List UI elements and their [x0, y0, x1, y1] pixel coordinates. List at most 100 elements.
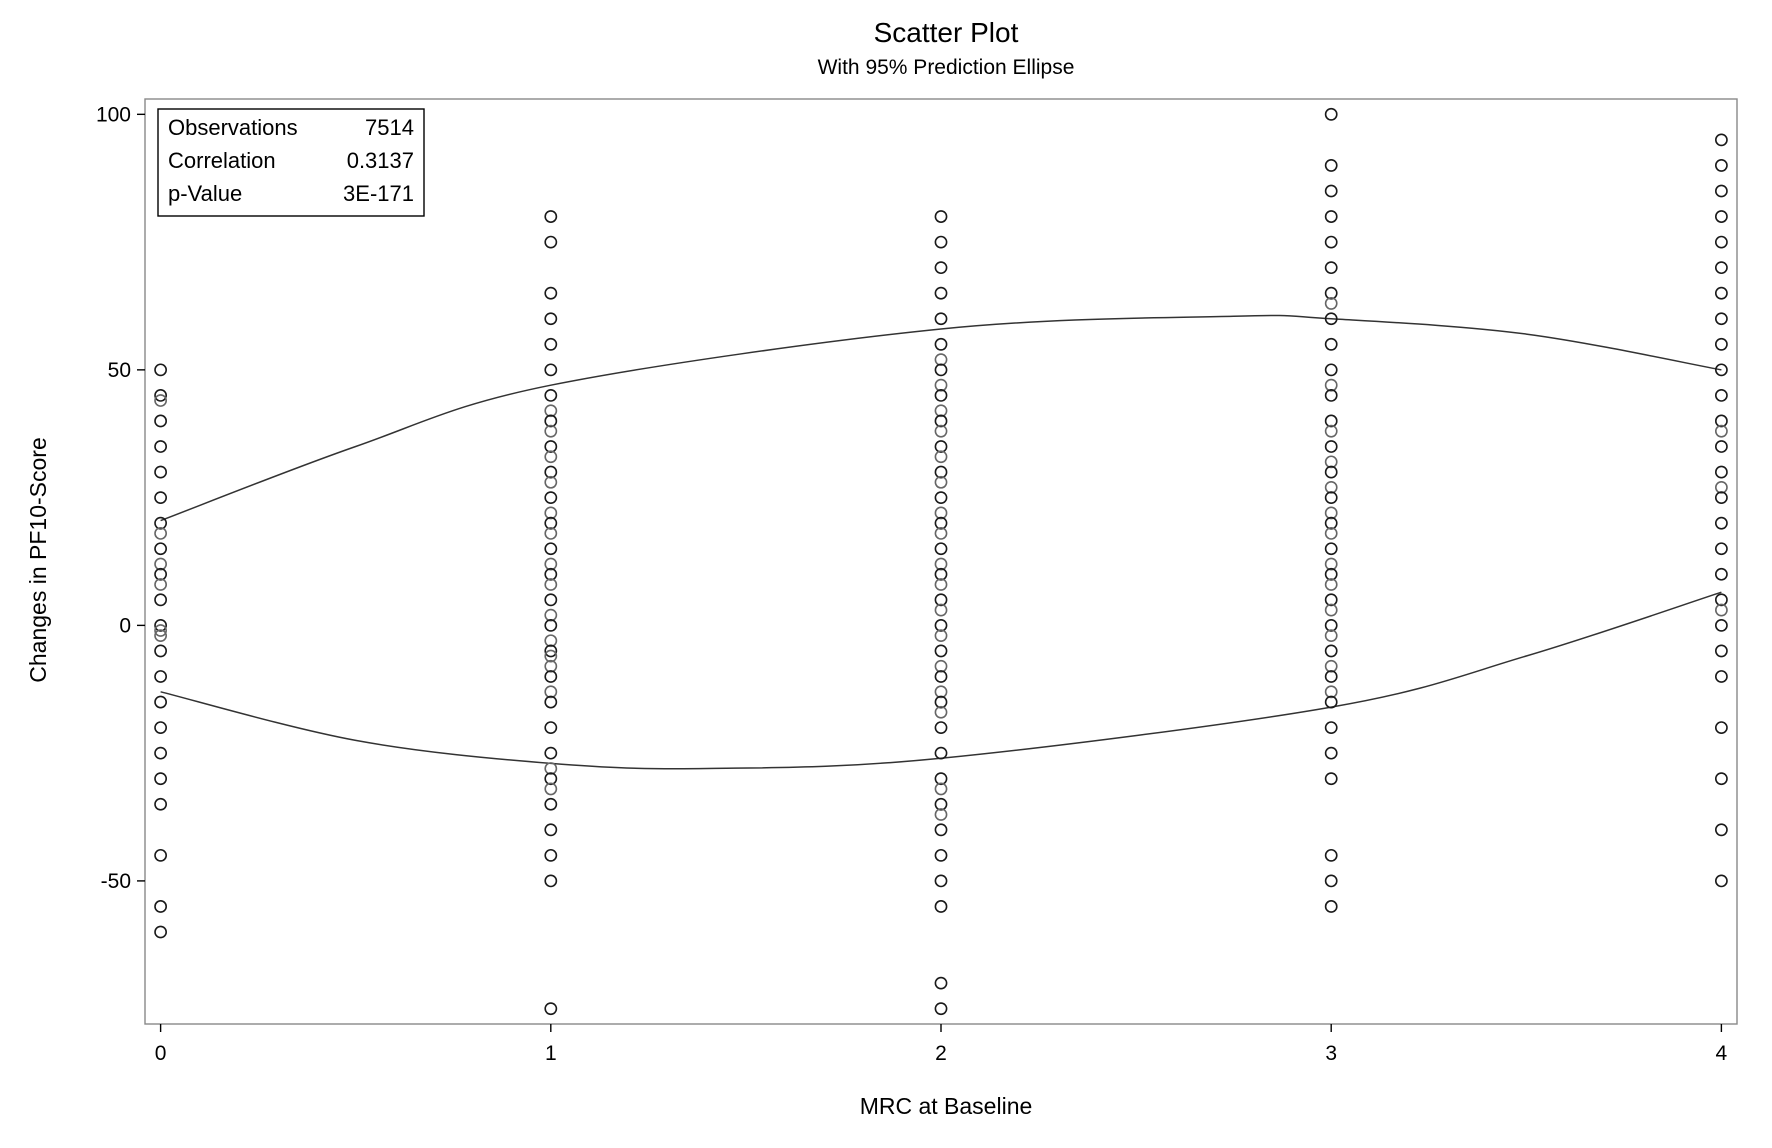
chart-subtitle: With 95% Prediction Ellipse	[818, 56, 1075, 79]
data-point	[1324, 107, 1338, 121]
data-point	[1714, 363, 1728, 377]
data-point	[544, 337, 558, 351]
data-point	[934, 976, 948, 990]
ellipse-upper-arc	[160, 314, 1722, 522]
data-point	[1324, 312, 1338, 326]
data-point	[544, 210, 558, 223]
data-point	[154, 526, 168, 540]
data-point	[544, 526, 558, 540]
data-point	[544, 1002, 558, 1016]
data-point	[1324, 746, 1338, 760]
data-point	[934, 848, 948, 862]
data-point	[934, 312, 948, 326]
data-point	[154, 389, 168, 402]
data-point	[544, 567, 558, 581]
data-point	[1324, 261, 1338, 275]
data-point	[934, 659, 948, 673]
data-point	[934, 337, 948, 351]
ellipse-lower-arc	[160, 591, 1722, 770]
data-point	[1714, 480, 1728, 494]
data-point	[1324, 286, 1338, 300]
prediction-ellipse	[160, 314, 1722, 770]
data-point	[1714, 286, 1728, 300]
data-point	[1714, 312, 1728, 326]
data-point	[1324, 900, 1338, 913]
data-point	[1714, 424, 1728, 438]
data-point	[934, 1002, 948, 1016]
data-point	[934, 557, 948, 571]
data-point	[154, 593, 168, 607]
x-tick-label: 2	[935, 1042, 947, 1065]
data-point	[1324, 184, 1338, 198]
data-point	[1714, 603, 1728, 617]
data-point	[1714, 542, 1728, 556]
data-point	[154, 578, 168, 591]
data-point	[154, 644, 168, 658]
data-point	[1324, 629, 1338, 643]
data-point	[934, 210, 948, 223]
data-point	[934, 440, 948, 453]
data-point	[544, 874, 558, 888]
data-point	[934, 506, 948, 520]
stats-label: p-Value	[168, 181, 242, 206]
data-point	[1324, 297, 1338, 310]
data-point	[544, 593, 558, 607]
data-point	[544, 797, 558, 811]
data-point	[544, 649, 558, 663]
data-point	[1714, 593, 1728, 607]
data-point	[934, 874, 948, 888]
data-point	[544, 695, 558, 709]
data-point	[154, 542, 168, 556]
data-point	[544, 670, 558, 683]
data-point	[1714, 874, 1728, 888]
data-point	[1714, 261, 1728, 275]
data-point	[154, 440, 168, 453]
data-point	[544, 491, 558, 505]
data-point	[934, 808, 948, 821]
data-point	[934, 900, 948, 913]
data-point	[1324, 440, 1338, 453]
data-point	[1714, 440, 1728, 453]
stats-value: 7514	[365, 115, 414, 140]
data-point	[154, 394, 168, 407]
data-point	[1324, 644, 1338, 658]
data-point	[1324, 542, 1338, 556]
x-axis: 0 1 2 3 4	[155, 1024, 1728, 1065]
data-point	[154, 772, 168, 786]
data-point	[544, 465, 558, 479]
data-point	[934, 772, 948, 786]
data-point	[544, 782, 558, 796]
data-point	[934, 644, 948, 658]
x-tick-label: 3	[1325, 1042, 1337, 1065]
data-point	[1324, 874, 1338, 888]
data-point	[544, 440, 558, 453]
data-point	[544, 685, 558, 699]
data-point	[934, 705, 948, 719]
data-point	[1714, 644, 1728, 658]
data-point	[154, 491, 168, 505]
data-point	[154, 721, 168, 734]
data-point	[934, 261, 948, 275]
chart-title: Scatter Plot	[874, 17, 1019, 48]
data-point	[544, 618, 558, 632]
data-point	[544, 746, 558, 760]
data-point	[154, 900, 168, 913]
data-point	[544, 608, 558, 622]
data-point	[1324, 593, 1338, 607]
data-point	[934, 797, 948, 811]
data-point	[1324, 159, 1338, 172]
data-point	[934, 491, 948, 505]
data-point	[1324, 557, 1338, 571]
data-point	[1714, 133, 1728, 147]
data-point	[934, 593, 948, 607]
data-point	[934, 542, 948, 556]
data-point	[934, 567, 948, 581]
data-point	[1324, 210, 1338, 223]
data-point	[1324, 721, 1338, 734]
y-tick-label: 0	[119, 614, 131, 637]
data-point	[1324, 235, 1338, 249]
data-point	[934, 578, 948, 591]
data-point	[544, 450, 558, 464]
data-point	[934, 823, 948, 837]
